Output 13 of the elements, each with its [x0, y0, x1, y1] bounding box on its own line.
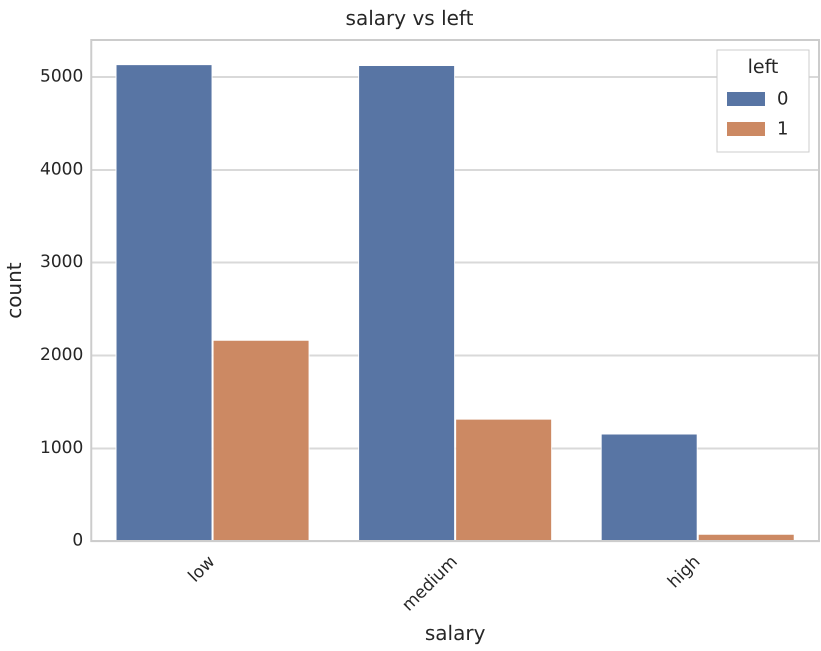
x-tick-label: low — [184, 552, 220, 587]
x-axis-title: salary — [424, 621, 486, 646]
y-tick-label: 3000 — [40, 252, 84, 272]
y-tick-label: 1000 — [40, 438, 84, 458]
y-tick-label: 4000 — [40, 159, 84, 180]
y-axis-title: count — [2, 262, 26, 319]
legend-label: 1 — [777, 118, 788, 140]
y-tick-label: 2000 — [40, 344, 84, 365]
legend-title: left — [748, 56, 778, 78]
y-tick-label: 5000 — [40, 66, 84, 87]
legend-label: 0 — [777, 88, 788, 110]
chart-title: salary vs left — [346, 6, 474, 30]
y-tick-label: 0 — [72, 530, 84, 551]
